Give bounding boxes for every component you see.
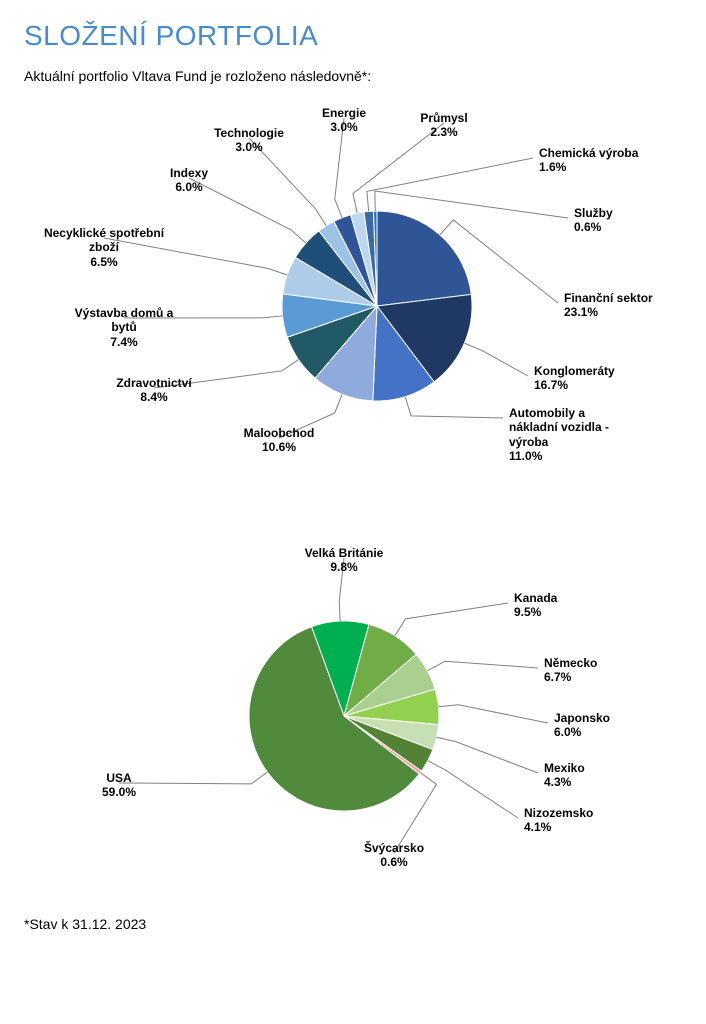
pie-label: Zdravotnictví8.4% [116, 376, 191, 405]
pie-label-value: 23.1% [564, 305, 653, 319]
pie-label: Japonsko6.0% [554, 711, 610, 740]
pie-label-value: 1.6% [539, 160, 638, 174]
pie-label-name: Výstavba domů a bytů [75, 306, 174, 335]
leader-line [367, 158, 533, 211]
leader-line [405, 397, 503, 418]
pie-label-name: Nizozemsko [524, 806, 593, 820]
pie-label-name: Energie [322, 106, 366, 120]
pie-label-name: Indexy [170, 166, 208, 180]
pie-label-name: Finanční sektor [564, 291, 653, 305]
page-subtitle: Aktuální portfolio Vltava Fund je rozlož… [24, 68, 682, 84]
pie-label: Indexy6.0% [170, 166, 208, 195]
pie-label-value: 4.1% [524, 820, 593, 834]
pie-label-value: 6.0% [170, 180, 208, 194]
pie-label-name: Necyklické spotřební zboží [44, 226, 164, 255]
pie-label-value: 8.4% [116, 390, 191, 404]
leader-line [119, 772, 267, 784]
pie-label-name: Technologie [214, 126, 284, 140]
pie-label: Nizozemsko4.1% [524, 806, 593, 835]
pie-label-name: Chemická výroba [539, 146, 638, 160]
pie-label: Německo6.7% [544, 656, 597, 685]
pie-label-value: 0.6% [364, 855, 424, 869]
pie-label-name: Švýcarsko [364, 841, 424, 855]
pie-label-value: 9.8% [305, 560, 384, 574]
leader-line [439, 705, 548, 723]
pie-label-name: Velká Británie [305, 546, 384, 560]
pie-label-name: Průmysl [420, 111, 467, 125]
pie-label-value: 11.0% [509, 449, 609, 463]
pie-label: Švýcarsko0.6% [364, 841, 424, 870]
pie-label: Necyklické spotřební zboží6.5% [44, 226, 164, 269]
page-title: SLOŽENÍ PORTFOLIA [24, 20, 682, 52]
leader-line [428, 761, 518, 818]
leader-line [428, 661, 538, 671]
pie-label-name: Maloobchod [244, 426, 315, 440]
pie-label-value: 6.7% [544, 670, 597, 684]
pie-label-value: 59.0% [102, 785, 136, 799]
pie-label: Energie3.0% [322, 106, 366, 135]
leader-line [437, 737, 538, 773]
pie-label-name: Zdravotnictví [116, 376, 191, 390]
country-pie-chart: Velká Británie9.8% Kanada9.5% Německo6.7% J… [24, 536, 682, 906]
pie-label-name: USA [102, 771, 136, 785]
pie-label-value: 7.4% [75, 335, 174, 349]
pie-label-name: Německo [544, 656, 597, 670]
pie-label: Konglomeráty16.7% [534, 364, 615, 393]
pie-label-name: Konglomeráty [534, 364, 615, 378]
pie-label: Finanční sektor23.1% [564, 291, 653, 320]
pie-label-value: 3.0% [322, 120, 366, 134]
pie-label: USA59.0% [102, 771, 136, 800]
pie-label-value: 16.7% [534, 378, 615, 392]
pie-label-value: 9.5% [514, 605, 557, 619]
leader-line [395, 603, 508, 636]
pie-label-value: 6.0% [554, 725, 610, 739]
pie-label-name: Japonsko [554, 711, 610, 725]
leader-line [464, 343, 528, 376]
sector-pie-chart: Finanční sektor23.1% Konglomeráty16.7% Aut… [24, 96, 682, 526]
pie-label: Služby0.6% [574, 206, 613, 235]
pie-label-value: 6.5% [44, 255, 164, 269]
pie-label: Technologie3.0% [214, 126, 284, 155]
pie-label: Mexiko4.3% [544, 761, 585, 790]
pie-label-value: 0.6% [574, 220, 613, 234]
pie-label-name: Kanada [514, 591, 557, 605]
pie-label: Průmysl2.3% [420, 111, 467, 140]
pie-label-name: Mexiko [544, 761, 585, 775]
pie-label-value: 3.0% [214, 140, 284, 154]
pie-label-value: 10.6% [244, 440, 315, 454]
pie-label-name: Automobily a nákladní vozidla - výroba [509, 406, 609, 449]
pie-slice [377, 211, 471, 306]
pie-label: Výstavba domů a bytů7.4% [75, 306, 174, 349]
pie-label-name: Služby [574, 206, 613, 220]
leader-line [375, 191, 568, 218]
pie-label-value: 4.3% [544, 775, 585, 789]
pie-label: Velká Británie9.8% [305, 546, 384, 575]
pie-label: Automobily a nákladní vozidla - výroba11… [509, 406, 609, 464]
pie-label: Maloobchod10.6% [244, 426, 315, 455]
footnote: *Stav k 31.12. 2023 [24, 916, 682, 932]
pie-label: Kanada9.5% [514, 591, 557, 620]
pie-label: Chemická výroba1.6% [539, 146, 638, 175]
pie-label-value: 2.3% [420, 125, 467, 139]
